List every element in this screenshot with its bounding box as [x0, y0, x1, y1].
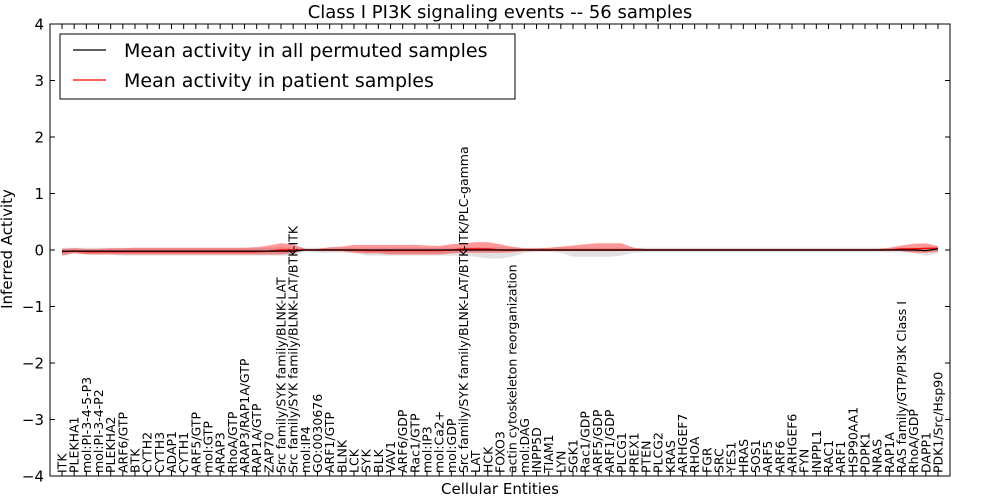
x-tick-label: ARHGEF6	[785, 414, 800, 473]
x-tick-label: ARF5	[760, 441, 775, 473]
x-tick-label: ARF1	[833, 441, 848, 473]
y-tick-label: 4	[34, 16, 44, 34]
x-tick-label: LAT	[468, 450, 483, 473]
x-tick-label: Rac1/GDP	[578, 411, 593, 473]
x-tick-label: CYTH1	[176, 432, 191, 473]
x-tick-label: CYTH2	[140, 432, 155, 473]
x-tick-label: RAC1	[821, 440, 836, 473]
x-tick-label: BLNK	[334, 439, 349, 473]
x-tick-label: Src family/SYK family/BLNK-LAT/BTK-ITK	[286, 225, 301, 473]
x-tick-label: PLCG2	[651, 432, 666, 473]
y-tick-label: 0	[34, 242, 44, 260]
x-tick-label: PREX1	[626, 432, 641, 473]
x-tick-label: mol:PI-3-4-5-P3	[79, 377, 94, 473]
y-axis-label: Inferred Activity	[0, 189, 16, 309]
x-axis-label: Cellular Entities	[441, 480, 559, 498]
x-tick-labels: ITKPLEKHA1mol:PI-3-4-5-P3mol:PI-3-4-P2PL…	[55, 146, 946, 474]
y-tick-label: 1	[34, 185, 44, 203]
x-tick-label: RhoA/GTP	[225, 411, 240, 473]
x-tick-label: HCK	[480, 446, 495, 473]
y-tick-label: −2	[22, 355, 44, 373]
x-tick-label: GO:0030676	[310, 394, 325, 473]
x-tick-label: FYN	[797, 449, 812, 473]
x-tick-label: mol:IP3	[420, 426, 435, 473]
x-tick-label: ARF1/GDP	[602, 409, 617, 473]
x-tick-label: mol:PI-3-4-P2	[91, 389, 106, 473]
x-tick-label: KRAS	[663, 440, 678, 473]
x-tick-label: mol:DAG	[517, 418, 532, 473]
x-tick-label: PDPK1	[858, 432, 873, 473]
x-tick-label: Src family/SYK family/BLNK-LAT	[274, 277, 289, 473]
x-tick-label: ARF1/GTP	[322, 412, 337, 473]
x-tick-label: ITK	[55, 453, 70, 473]
x-tick-label: ARF6	[772, 441, 787, 473]
x-tick-label: FGR	[699, 447, 714, 473]
y-tick-label: 2	[34, 129, 44, 147]
x-tick-label: CYTH3	[152, 432, 167, 473]
x-tick-label: ARHGEF7	[675, 414, 690, 473]
x-tick-label: INPP5D	[529, 427, 544, 473]
x-tick-label: PLEKHA2	[103, 416, 118, 473]
x-tick-label: ARF6/GTP	[115, 412, 130, 473]
permuted-mean-line	[62, 248, 939, 252]
x-tick-label: mol:GDP	[444, 418, 459, 473]
x-tick-label: YES1	[724, 442, 739, 474]
x-tick-label: HSP90AA1	[845, 407, 860, 473]
x-tick-label: BTK	[128, 448, 143, 473]
x-tick-label: BLK	[371, 448, 386, 473]
x-tick-label: TIAM1	[541, 434, 556, 474]
x-tick-label: RAP1A	[882, 432, 897, 473]
x-tick-label: Rac1/GTP	[407, 413, 422, 473]
x-tick-label: mol:IP4	[298, 426, 313, 473]
x-tick-label: FOXO3	[493, 431, 508, 473]
x-tick-label: RAP1A/GTP	[249, 403, 264, 473]
x-tick-label: LYN	[553, 451, 568, 473]
legend-label-permuted: Mean activity in all permuted samples	[124, 40, 487, 62]
x-tick-label: LCK	[347, 448, 362, 473]
x-tick-label: SGK1	[566, 439, 581, 473]
x-tick-label: Src family/SYK family/BLNK-LAT/BTK-ITK/P…	[456, 146, 471, 473]
patient-spread-band	[62, 242, 938, 256]
x-tick-label: PTEN	[639, 441, 654, 473]
x-tick-label: ARAP3	[213, 432, 228, 473]
x-tick-label: ZAP70	[261, 432, 276, 473]
legend-box	[59, 33, 516, 100]
y-tick-label: 3	[34, 72, 44, 90]
x-tick-label: DAPP1	[918, 432, 933, 473]
x-tick-label: mol:Ca2+	[432, 411, 447, 473]
x-tick-label: RAS family/GTP/PI3K Class I	[894, 301, 909, 473]
y-tick-label: −4	[22, 468, 44, 486]
x-tick-label: PDK1/Src/Hsp90	[931, 372, 946, 473]
chart-title: Class I PI3K signaling events -- 56 samp…	[308, 2, 693, 23]
x-tick-label: ARF5/GTP	[188, 412, 203, 473]
x-tick-label: ARF5/GDP	[590, 409, 605, 473]
x-tick-label: ARF6/GDP	[395, 409, 410, 473]
x-tick-label: NRAS	[870, 439, 885, 473]
x-tick-label: RHOA	[687, 436, 702, 473]
y-tick-label: −1	[22, 298, 44, 316]
x-tick-label: VAV1	[383, 441, 398, 473]
x-tick-label: PLEKHA1	[67, 416, 82, 473]
x-tick-label: SRC	[712, 448, 727, 473]
x-tick-label: SOS1	[748, 439, 763, 473]
x-tick-label: HRAS	[736, 439, 751, 473]
y-axis: −4 −3 −2 −1 0 1 2 3 4	[22, 16, 950, 486]
legend: Mean activity in all permuted samples Me…	[59, 33, 516, 100]
y-tick-label: −3	[22, 411, 44, 429]
x-tick-label: PLCG1	[614, 432, 629, 473]
x-tick-label: INPPL1	[809, 430, 824, 473]
x-tick-label: RhoA/GDP	[906, 409, 921, 473]
x-tick-label: ADAP1	[164, 431, 179, 473]
legend-label-patient: Mean activity in patient samples	[124, 70, 434, 92]
x-tick-label: ARAP3/RAP1A/GTP	[237, 358, 252, 473]
x-tick-label: actin cytoskeleton reorganization	[505, 264, 520, 473]
x-tick-label: SYK	[359, 448, 374, 473]
x-tick-label: mol:GTP	[201, 421, 216, 473]
plot-area	[61, 242, 939, 259]
